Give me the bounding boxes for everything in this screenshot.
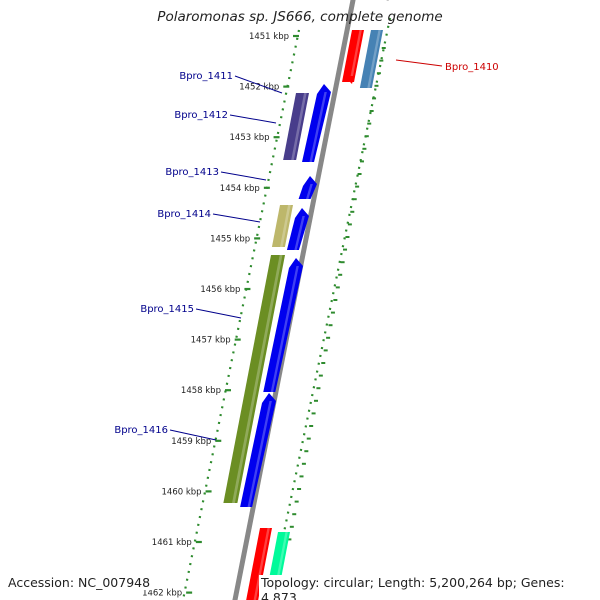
gene-label: Bpro_1414	[157, 209, 211, 220]
ruler-tick-label: 1461 kbp	[152, 538, 192, 548]
gene-label: Bpro_1412	[174, 110, 228, 121]
cds-blue-5-highlight	[247, 401, 272, 507]
gene-bpro-1412-highlight	[291, 93, 307, 160]
gene-label-leader	[169, 429, 217, 441]
gene-label: Bpro_1411	[179, 71, 233, 82]
ruler-tick-label: 1457 kbp	[191, 336, 231, 346]
gene-bpro-1414	[271, 205, 293, 247]
inner-ruler	[181, 29, 301, 600]
map-title: Polaromonas sp. JS666, complete genome	[157, 9, 443, 25]
gene-bpro-1410	[359, 30, 383, 88]
gene-label-leader	[212, 213, 261, 223]
ruler-tick-label: 1451 kbp	[249, 32, 289, 42]
cds-red-bottom	[246, 528, 272, 600]
gene-bpro-1414-highlight	[279, 205, 291, 247]
gene-label: Bpro_1413	[165, 167, 219, 178]
ruler-tick-label: 1454 kbp	[220, 184, 260, 194]
cds-blue-3	[286, 208, 309, 250]
cds-blue-3-highlight	[294, 216, 305, 250]
labels-layer: Bpro_1410 Bpro_1411 Bpro_1412 Bpro_1413 Bpro…	[114, 59, 499, 441]
gene-bpro-1410-highlight	[367, 30, 381, 88]
ruler-tick-label: 1462 kbp	[142, 589, 182, 599]
accession-text: Accession: NC_007948	[6, 575, 153, 590]
gene-label: Bpro_1416	[114, 425, 168, 436]
gene-bpro-1416-highlight	[232, 255, 283, 503]
gene-label-leader	[234, 75, 283, 94]
cds-red-top	[342, 30, 364, 82]
gene-bpro-1412	[283, 93, 309, 160]
cds-red-top-highlight	[349, 30, 362, 82]
ruler-tick-label: 1453 kbp	[230, 133, 270, 143]
cds-blue-4	[263, 258, 303, 392]
cds-red-bottom-highlight	[253, 528, 270, 600]
cds-blue-5	[240, 393, 276, 507]
cds-blue-4-highlight	[270, 266, 299, 392]
gene-label: Bpro_1410	[445, 62, 499, 73]
gene-bpro-1416	[223, 255, 285, 503]
gene-label-leader	[229, 114, 277, 124]
gene-label: Bpro_1415	[140, 304, 194, 315]
gene-label-leader	[220, 171, 267, 181]
ruler-tick-label: 1460 kbp	[162, 487, 202, 497]
ruler-layer: 1451 kbp 1452 kbp 1453 kbp 1454 kbp 1455 kbp…	[142, 17, 392, 600]
cds-blue-2-highlight	[306, 184, 313, 199]
gene-label-leader	[395, 59, 443, 67]
ruler-tick-label: 1459 kbp	[171, 437, 211, 447]
cds-red-top-arrow	[344, 76, 354, 84]
ruler-tick-label: 1458 kbp	[181, 386, 221, 396]
features-layer	[223, 30, 383, 600]
topology-text: Topology: circular; Length: 5,200,264 bp…	[259, 575, 600, 600]
ruler-tick-label: 1455 kbp	[210, 234, 250, 244]
cds-blue-1	[302, 84, 331, 162]
cds-blue-2	[298, 176, 317, 199]
cds-blue-1-highlight	[309, 92, 327, 162]
ruler-tick-label: 1456 kbp	[200, 285, 240, 295]
ruler-tick-label: 1452 kbp	[239, 83, 279, 93]
gene-label-leader	[195, 308, 242, 319]
